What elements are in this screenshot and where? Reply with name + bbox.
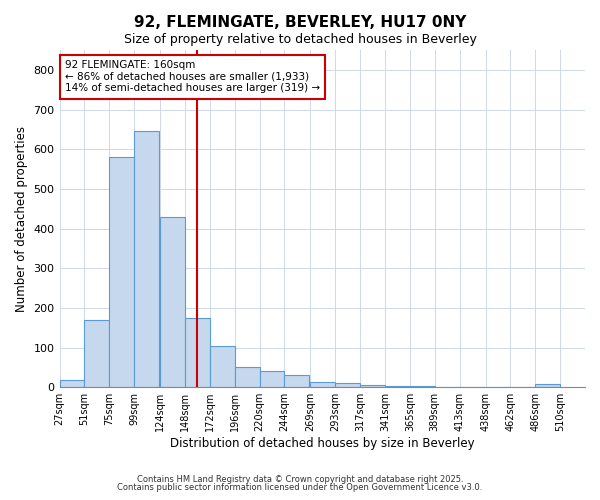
Bar xyxy=(310,382,335,387)
Text: 92 FLEMINGATE: 160sqm
← 86% of detached houses are smaller (1,933)
14% of semi-d: 92 FLEMINGATE: 160sqm ← 86% of detached … xyxy=(65,60,320,94)
Bar xyxy=(85,320,109,387)
Bar xyxy=(335,383,360,387)
Bar xyxy=(260,372,284,387)
Bar xyxy=(284,374,310,387)
Bar xyxy=(185,318,210,387)
Bar xyxy=(385,386,410,387)
Bar xyxy=(235,366,260,387)
Bar xyxy=(109,157,134,387)
Bar xyxy=(210,346,235,387)
Bar xyxy=(410,386,435,387)
Bar xyxy=(535,384,560,387)
Y-axis label: Number of detached properties: Number of detached properties xyxy=(15,126,28,312)
Text: Contains public sector information licensed under the Open Government Licence v3: Contains public sector information licen… xyxy=(118,484,482,492)
Text: 92, FLEMINGATE, BEVERLEY, HU17 0NY: 92, FLEMINGATE, BEVERLEY, HU17 0NY xyxy=(134,15,466,30)
X-axis label: Distribution of detached houses by size in Beverley: Distribution of detached houses by size … xyxy=(170,437,475,450)
Bar xyxy=(160,216,185,387)
Text: Size of property relative to detached houses in Beverley: Size of property relative to detached ho… xyxy=(124,32,476,46)
Bar xyxy=(59,380,85,387)
Bar xyxy=(360,385,385,387)
Bar xyxy=(134,132,159,387)
Text: Contains HM Land Registry data © Crown copyright and database right 2025.: Contains HM Land Registry data © Crown c… xyxy=(137,475,463,484)
